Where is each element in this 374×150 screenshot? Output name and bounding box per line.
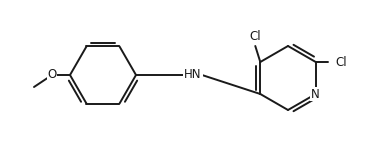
Text: N: N bbox=[311, 87, 320, 100]
Text: O: O bbox=[47, 69, 56, 81]
Text: Cl: Cl bbox=[336, 56, 347, 69]
Text: Cl: Cl bbox=[249, 30, 261, 43]
Text: HN: HN bbox=[184, 69, 202, 81]
